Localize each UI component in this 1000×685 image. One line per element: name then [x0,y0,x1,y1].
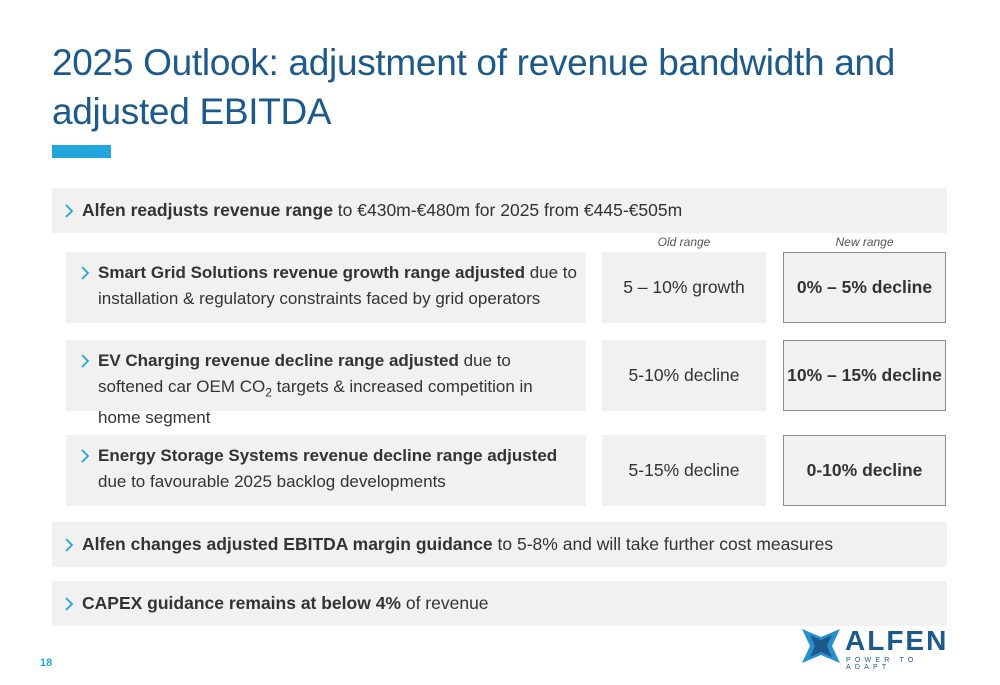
new-range-value: 0% – 5% decline [783,252,946,323]
segment-text: due to softened car OEM CO [98,351,511,396]
old-range-header: Old range [657,235,711,249]
page-title: 2025 Outlook: adjustment of revenue band… [52,42,896,132]
chevron-right-icon [64,596,80,612]
segment-text-end: targets & increased competition in home … [98,377,533,428]
logo-wordmark: ALFEN [845,625,949,656]
chevron-right-icon [80,260,96,315]
segment-subscript: 2 [265,385,272,400]
bullet-text: of revenue [400,593,489,613]
chevron-right-icon [80,443,96,498]
bullet-ebitda-guidance: Alfen changes adjusted EBITDA margin gui… [52,522,947,567]
chevron-right-icon [80,348,96,403]
old-range-value: 5-15% decline [602,435,766,506]
alfen-logo: ALFEN POWER TO ADAPT [800,625,960,671]
segment-bold-text: EV Charging revenue decline range adjust… [98,351,459,370]
bullet-bold-text: Alfen changes adjusted EBITDA margin gui… [82,534,493,554]
new-range-value: 0-10% decline [783,435,946,506]
new-range-header: New range [835,235,894,249]
segment-bold-text: Energy Storage Systems revenue decline r… [98,446,558,465]
new-range-value: 10% – 15% decline [783,340,946,411]
bullet-capex-guidance: CAPEX guidance remains at below 4% of re… [52,581,947,626]
segment-bold-text: Smart Grid Solutions revenue growth rang… [98,263,525,282]
segment-smart-grid: Smart Grid Solutions revenue growth rang… [66,252,586,323]
bullet-bold-text: Alfen readjusts revenue range [82,200,333,220]
bullet-text: to 5-8% and will take further cost measu… [492,534,834,554]
logo-tagline: POWER TO ADAPT [846,657,918,671]
bullet-text: to €430m-€480m for 2025 from €445-€505m [332,200,683,220]
chevron-right-icon [64,537,80,553]
segment-text: due to favourable 2025 backlog developme… [98,472,446,491]
chevron-right-icon [64,203,80,219]
segment-text: due to installation & regulatory constra… [98,263,577,308]
alfen-star-logo-icon [802,629,840,663]
segment-ev-charging: EV Charging revenue decline range adjust… [66,340,586,427]
page-number: 18 [40,657,53,669]
segment-energy-storage: Energy Storage Systems revenue decline r… [66,435,586,506]
bullet-bold-text: CAPEX guidance remains at below 4% [82,593,401,613]
title-accent-bar [52,145,111,158]
bullet-revenue-range: Alfen readjusts revenue range to €430m-€… [52,188,947,233]
old-range-value: 5-10% decline [602,340,766,411]
old-range-value: 5 – 10% growth [602,252,766,323]
